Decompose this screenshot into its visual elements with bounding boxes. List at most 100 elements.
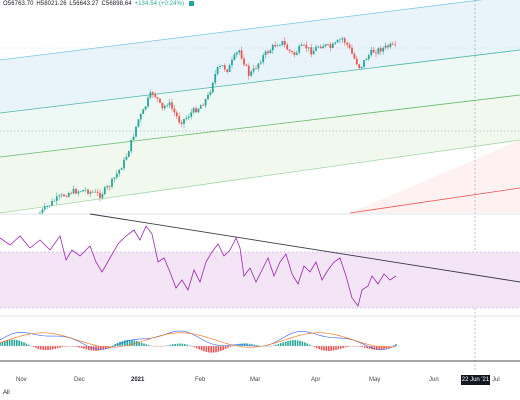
candlestick-series[interactable] xyxy=(39,36,397,215)
channel-line-3[interactable] xyxy=(0,94,520,158)
macd-bar xyxy=(272,345,275,346)
candle-body xyxy=(43,206,46,210)
macd-bar xyxy=(13,339,16,346)
candle-body xyxy=(387,45,389,48)
macd-bar xyxy=(16,340,18,346)
macd-bar xyxy=(217,346,220,352)
candle-body xyxy=(163,105,166,109)
macd-bar xyxy=(347,346,349,347)
candle-body xyxy=(103,187,106,195)
candle-body xyxy=(216,67,219,75)
macd-line[interactable] xyxy=(0,330,397,350)
macd-bar xyxy=(366,346,368,349)
candle-body xyxy=(209,92,212,95)
macd-bar xyxy=(328,346,330,351)
macd-bar xyxy=(227,346,229,348)
macd-bar xyxy=(37,346,40,349)
candle-body xyxy=(336,40,339,43)
candle-body xyxy=(149,92,152,98)
candle-body xyxy=(255,68,257,69)
macd-bar xyxy=(42,346,44,350)
range-button-all[interactable]: All xyxy=(3,390,10,396)
candle-body xyxy=(175,112,178,117)
rsi-trendline[interactable] xyxy=(89,213,520,283)
macd-bar xyxy=(28,344,30,346)
macd-bar xyxy=(25,343,28,346)
macd-bar xyxy=(71,346,73,347)
candle-body xyxy=(372,49,375,53)
xaxis-label-nov: Nov xyxy=(16,377,27,383)
candle-body xyxy=(51,201,53,206)
ohlc-change: +134.54 (+0.24%) xyxy=(134,1,185,8)
candle-body xyxy=(274,45,277,47)
candle-body xyxy=(132,136,135,140)
rsi-line[interactable] xyxy=(0,225,397,307)
xaxis-label-feb: Feb xyxy=(195,377,206,383)
candle-body xyxy=(108,186,111,187)
candle-body xyxy=(322,46,325,49)
candle-body xyxy=(291,51,293,53)
macd-bar xyxy=(193,346,196,348)
macd-bar xyxy=(49,346,52,350)
macd-bar xyxy=(364,346,366,348)
macd-bar xyxy=(253,344,256,346)
candle-body xyxy=(173,108,176,113)
macd-bar xyxy=(145,344,148,346)
candle-body xyxy=(96,191,99,193)
candle-body xyxy=(178,116,181,123)
macd-bar xyxy=(251,344,253,346)
channel-line-2[interactable] xyxy=(0,49,520,114)
macd-bar xyxy=(23,342,25,346)
channel-line-top[interactable] xyxy=(0,0,520,61)
xaxis-label-may: May xyxy=(369,377,381,383)
candle-body xyxy=(195,108,197,113)
candle-body xyxy=(63,194,65,197)
candle-body xyxy=(55,196,58,201)
macd-signal-line[interactable] xyxy=(0,332,397,348)
macd-bar xyxy=(208,346,210,353)
candle-body xyxy=(365,58,368,61)
macd-bar xyxy=(0,342,1,346)
candle-body xyxy=(283,40,286,45)
macd-bar xyxy=(18,340,20,346)
candle-body xyxy=(348,44,351,48)
macd-bar xyxy=(292,340,294,346)
candle-body xyxy=(379,48,382,52)
candle-body xyxy=(267,51,269,54)
candle-body xyxy=(219,66,221,68)
candle-body xyxy=(271,45,274,51)
channel-line-red[interactable] xyxy=(349,187,520,214)
candle-body xyxy=(171,102,173,109)
macd-bar xyxy=(88,346,90,350)
candle-body xyxy=(46,206,49,207)
ohlc-low: L56643.27 xyxy=(69,1,99,8)
candle-body xyxy=(375,52,377,54)
candle-body xyxy=(298,45,301,53)
candle-body xyxy=(288,49,291,52)
candle-body xyxy=(238,50,241,53)
candle-body xyxy=(60,194,63,196)
macd-bar xyxy=(330,346,332,351)
candle-body xyxy=(214,74,217,83)
candle-body xyxy=(358,64,361,69)
xaxis-label-apr: Apr xyxy=(311,377,321,383)
candle-body xyxy=(257,63,260,69)
candle-body xyxy=(142,109,145,114)
candle-body xyxy=(351,47,353,54)
macd-bar xyxy=(56,346,59,349)
channel-line-4[interactable] xyxy=(0,139,520,214)
macd-bar xyxy=(277,344,280,346)
macd-bar xyxy=(186,344,188,346)
macd-bar xyxy=(244,343,246,346)
macd-bar xyxy=(205,346,208,352)
macd-bar xyxy=(66,346,68,347)
macd-bar xyxy=(143,343,145,346)
candle-body xyxy=(355,58,358,65)
flag-icon[interactable] xyxy=(188,1,194,6)
candle-body xyxy=(111,178,113,187)
macd-bar xyxy=(383,346,385,350)
candle-body xyxy=(315,46,317,51)
candle-body xyxy=(72,188,75,194)
